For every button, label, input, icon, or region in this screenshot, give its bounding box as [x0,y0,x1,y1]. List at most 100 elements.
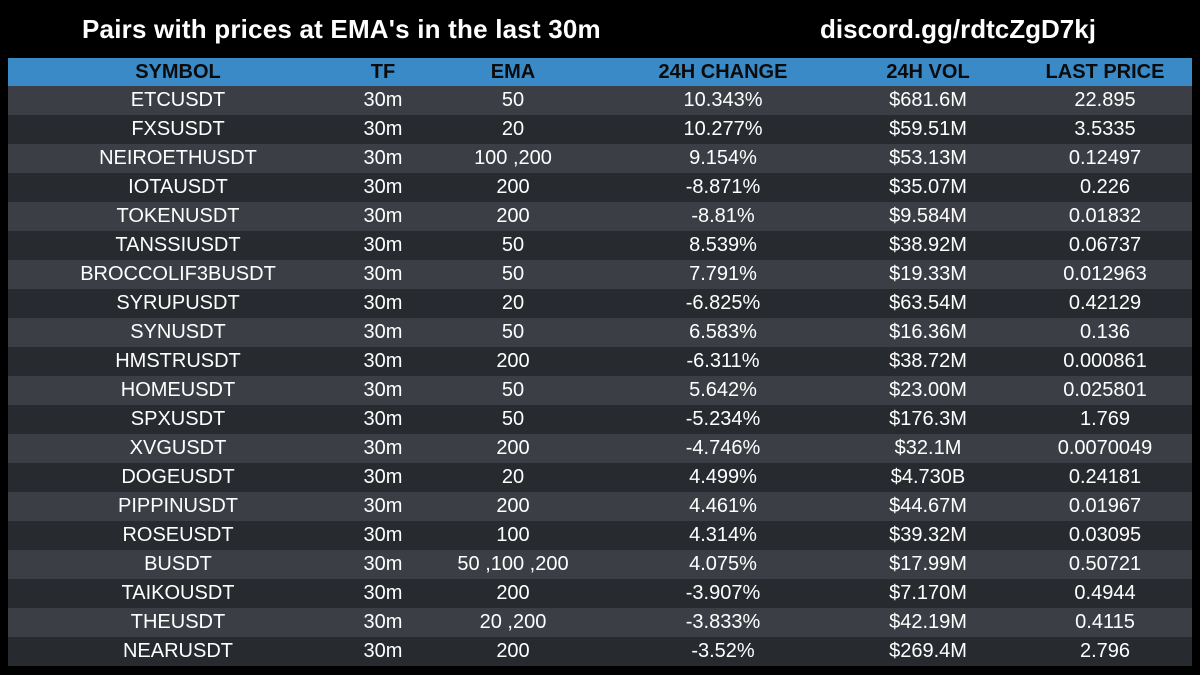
table-row: NEIROETHUSDT 30m 100 ,200 9.154% $53.13M 0.12… [8,144,1192,173]
cell-24h-vol: $19.33M [889,263,967,285]
cell-symbol: NEIROETHUSDT [99,147,257,169]
cell-last-price: 2.796 [1079,640,1131,662]
cell-24h-change: 7.791% [689,263,757,285]
cell-24h-vol: $23.00M [889,379,967,401]
table-row: HOMEUSDT 30m 50 5.642% $23.00M 0.025801 [8,376,1192,405]
cell-symbol: SYNUSDT [130,321,226,343]
table-row: ETCUSDT 30m 50 10.343% $681.6M 22.895 [8,86,1192,115]
cell-24h-vol: $176.3M [889,408,967,430]
cell-ema: 50 ,100 ,200 [457,553,569,575]
cell-24h-vol: $17.99M [889,553,967,575]
cell-tf: 30m [363,234,403,256]
table-row: IOTAUSDT 30m 200 -8.871% $35.07M 0.226 [8,173,1192,202]
cell-24h-vol: $9.584M [889,205,967,227]
cell-symbol: ETCUSDT [130,89,226,111]
cell-last-price: 1.769 [1079,408,1131,430]
cell-symbol: BUSDT [144,553,212,575]
cell-symbol: NEARUSDT [122,640,233,662]
table-row: HMSTRUSDT 30m 200 -6.311% $38.72M 0.000861 [8,347,1192,376]
cell-ema: 200 [496,205,530,227]
ema-pairs-table: SYMBOL TF EMA 24H CHANGE 24H VOL LAST PR… [8,58,1192,666]
discord-invite: discord.gg/rdtcZgD7kj [820,14,1096,44]
table-row: BROCCOLIF3BUSDT 30m 50 7.791% $19.33M 0.01296… [8,260,1192,289]
cell-symbol: SPXUSDT [130,408,226,430]
cell-24h-vol: $53.13M [889,147,967,169]
cell-last-price: 0.4115 [1075,611,1135,633]
cell-last-price: 0.50721 [1068,553,1142,575]
cell-tf: 30m [363,437,403,459]
cell-ema: 20 [501,118,525,140]
cell-24h-change: 4.314% [689,524,757,546]
cell-ema: 50 [501,263,525,285]
cell-ema: 200 [496,582,530,604]
cell-ema: 20 [501,292,525,314]
cell-24h-vol: $44.67M [889,495,967,517]
table-row: TOKENUSDT 30m 200 -8.81% $9.584M 0.01832 [8,202,1192,231]
cell-tf: 30m [363,147,403,169]
cell-symbol: TANSSIUSDT [115,234,241,256]
cell-last-price: 0.42129 [1068,292,1142,314]
cell-24h-vol: $32.1M [894,437,962,459]
cell-24h-change: -8.81% [691,205,755,227]
table-row: THEUSDT 30m 20 ,200 -3.833% $42.19M 0.4115 [8,608,1192,637]
table-row: NEARUSDT 30m 200 -3.52% $269.4M 2.796 [8,637,1192,666]
cell-24h-change: 6.583% [689,321,757,343]
cell-24h-change: -3.907% [685,582,761,604]
cell-tf: 30m [363,118,403,140]
cell-last-price: 0.03095 [1068,524,1142,546]
cell-symbol: XVGUSDT [129,437,227,459]
cell-tf: 30m [363,176,403,198]
cell-ema: 20 ,200 [479,611,547,633]
cell-last-price: 0.06737 [1068,234,1142,256]
column-header-tf: TF [370,60,396,83]
cell-24h-vol: $42.19M [889,611,967,633]
table-row: XVGUSDT 30m 200 -4.746% $32.1M 0.0070049 [8,434,1192,463]
cell-24h-change: 4.461% [689,495,757,517]
cell-tf: 30m [363,553,403,575]
cell-24h-vol: $35.07M [889,176,967,198]
cell-last-price: 0.24181 [1068,466,1142,488]
table-row: BUSDT 30m 50 ,100 ,200 4.075% $17.99M 0.50721 [8,550,1192,579]
table-row: SPXUSDT 30m 50 -5.234% $176.3M 1.769 [8,405,1192,434]
table-row: DOGEUSDT 30m 20 4.499% $4.730B 0.24181 [8,463,1192,492]
cell-24h-change: 9.154% [689,147,757,169]
cell-symbol: PIPPINUSDT [117,495,239,517]
column-header-ema: EMA [490,60,536,83]
cell-tf: 30m [363,89,403,111]
cell-last-price: 0.000861 [1063,350,1147,372]
cell-last-price: 0.12497 [1068,147,1142,169]
cell-24h-vol: $59.51M [889,118,967,140]
cell-ema: 200 [496,350,530,372]
cell-symbol: HMSTRUSDT [115,350,241,372]
cell-tf: 30m [363,321,403,343]
cell-tf: 30m [363,582,403,604]
cell-ema: 200 [496,640,530,662]
cell-ema: 50 [501,321,525,343]
page-title: Pairs with prices at EMA's in the last 3… [82,14,601,44]
column-header-symbol: SYMBOL [135,60,221,83]
cell-symbol: FXSUSDT [131,118,225,140]
cell-24h-vol: $4.730B [890,466,966,488]
cell-symbol: THEUSDT [130,611,226,633]
cell-ema: 200 [496,176,530,198]
cell-24h-vol: $38.92M [889,234,967,256]
cell-tf: 30m [363,350,403,372]
cell-24h-vol: $38.72M [889,350,967,372]
cell-tf: 30m [363,524,403,546]
cell-24h-change: 8.539% [689,234,757,256]
cell-24h-change: -4.746% [685,437,761,459]
cell-24h-change: 5.642% [689,379,757,401]
cell-24h-change: -3.52% [691,640,755,662]
cell-ema: 200 [496,495,530,517]
cell-symbol: DOGEUSDT [121,466,235,488]
table-header-row: SYMBOL TF EMA 24H CHANGE 24H VOL LAST PR… [8,58,1192,86]
cell-symbol: TOKENUSDT [116,205,240,227]
cell-24h-change: -6.825% [685,292,761,314]
cell-last-price: 0.4944 [1074,582,1136,604]
cell-ema: 50 [501,379,525,401]
cell-24h-change: 4.499% [689,466,757,488]
cell-last-price: 0.025801 [1063,379,1147,401]
cell-24h-vol: $39.32M [889,524,967,546]
cell-24h-change: -5.234% [685,408,761,430]
cell-24h-change: -8.871% [685,176,761,198]
